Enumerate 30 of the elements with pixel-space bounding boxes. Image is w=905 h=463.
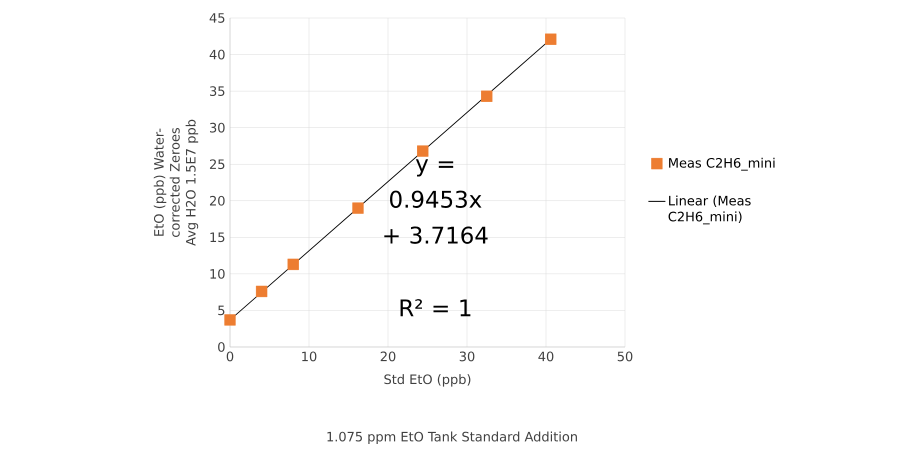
text: 1.075 ppm EtO Tank Standard Addition <box>327 432 577 444</box>
y-tick-label: 40 <box>210 50 225 60</box>
annotation: y = 0.9453x + 3.7164 <box>384 159 488 244</box>
point <box>256 286 268 298</box>
x-tick-label: 10 <box>302 352 316 362</box>
point <box>481 90 492 102</box>
x-axis-title: Std EtO (ppb) <box>384 374 470 387</box>
y-tick-label: 35 <box>210 86 224 96</box>
x-tick-label: 40 <box>538 352 554 362</box>
y-tick-label: 25 <box>210 159 224 170</box>
y-tick-label: 15 <box>210 232 224 242</box>
legend-label: Meas C2H6_mini <box>669 158 775 171</box>
y-tick-label: 45 <box>210 13 224 23</box>
x-tick-label: 20 <box>380 352 396 362</box>
annotation: R² = 1 <box>400 299 470 316</box>
point <box>352 202 364 214</box>
y-tick-label: 10 <box>210 268 225 279</box>
x-tick-label: 0 <box>226 352 234 362</box>
point <box>288 258 299 270</box>
x-tick-label: 30 <box>460 352 474 362</box>
point <box>545 34 556 45</box>
x-tick-label: 50 <box>618 352 632 362</box>
point <box>417 145 428 157</box>
y-tick-label: 0 <box>218 342 225 352</box>
legend-label: Linear (Meas C2H6_mini) <box>668 195 751 224</box>
y-tick-label: 5 <box>218 306 224 316</box>
y-axis-title: EtO (ppb) Water-corrected Zeroes Avg H2O 1.5E7 ppb <box>154 120 198 246</box>
point <box>224 314 236 326</box>
y-tick-label: 20 <box>210 196 225 206</box>
y-tick-label: 30 <box>210 122 225 133</box>
